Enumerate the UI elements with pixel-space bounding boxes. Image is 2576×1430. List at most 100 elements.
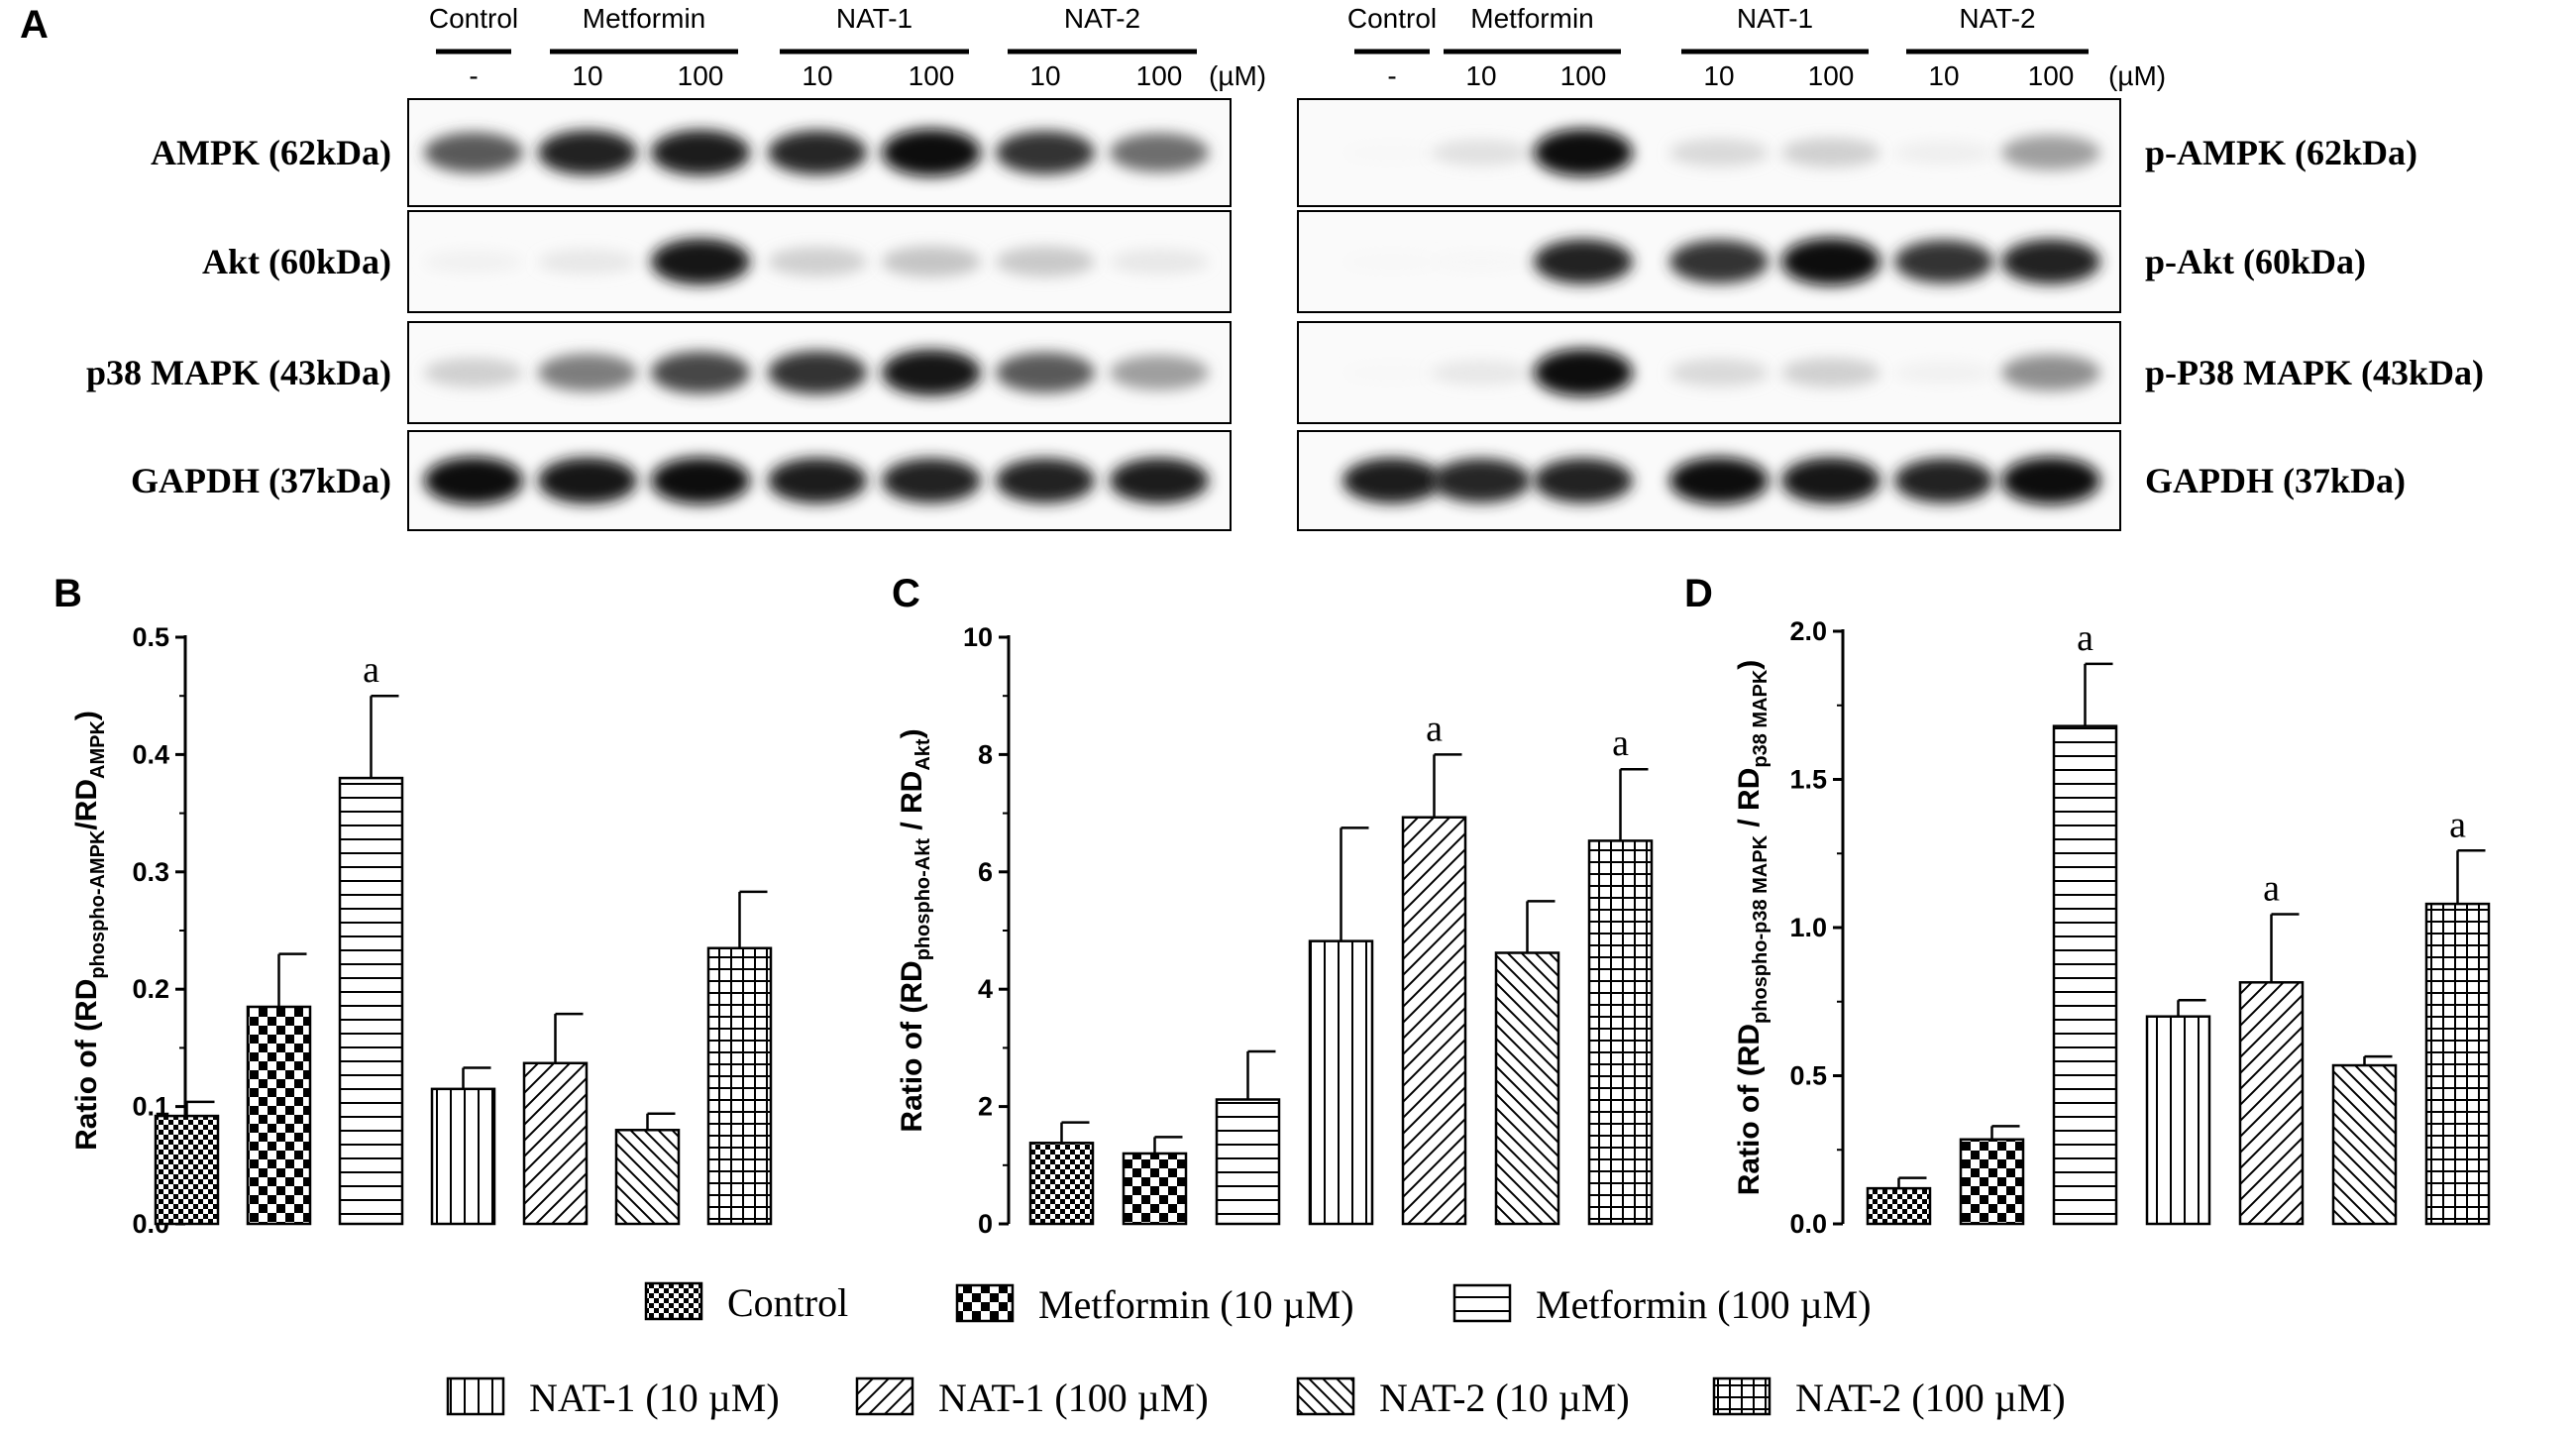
legend-label: Metformin (10 µM) xyxy=(1038,1282,1354,1327)
blot-band xyxy=(1110,133,1209,172)
blot-band xyxy=(882,349,981,396)
y-tick-label: 0.4 xyxy=(132,739,169,769)
blot-band xyxy=(996,246,1095,277)
blot-band xyxy=(2001,354,2100,391)
western-blot-left: Control Metformin NAT-1 NAT-2 - 10 100 10 100 10 1… xyxy=(86,3,1266,531)
blot-band xyxy=(1781,358,1880,387)
panel-letter-c: C xyxy=(892,572,920,615)
bar xyxy=(430,1087,496,1226)
blot-band xyxy=(1781,138,1880,167)
y-axis-label-part: Ratio of (RD xyxy=(896,960,928,1132)
blot-band xyxy=(2001,239,2100,284)
lane-concentration: 100 xyxy=(1560,60,1607,91)
blot-band xyxy=(1781,238,1880,285)
bar-chart-p38: 0.0 0.5 1.0 1.5 2.0 Ratio of (RDphospho-p38 M… xyxy=(1733,616,2491,1239)
y-axis-label-part: Ratio of (RD xyxy=(1733,1024,1766,1195)
blot-band xyxy=(882,246,981,277)
blot-band xyxy=(1534,239,1633,284)
blot-band xyxy=(768,351,867,394)
blot-band xyxy=(651,457,750,504)
blot-band xyxy=(1669,240,1769,283)
blot-band xyxy=(996,352,1095,393)
lane-concentration: 100 xyxy=(1808,60,1855,91)
y-axis-label-part: /RD xyxy=(70,779,103,830)
y-tick-label: 1.5 xyxy=(1789,765,1827,795)
lane-group-label: NAT-1 xyxy=(836,3,912,34)
blot-band xyxy=(538,130,637,175)
panel-letter-b: B xyxy=(54,572,82,615)
y-axis-label-part: ) xyxy=(896,728,928,738)
y-tick-label: 0.0 xyxy=(1789,1209,1827,1239)
lane-group-label: NAT-2 xyxy=(1959,3,2035,34)
y-tick-label: 1.0 xyxy=(1789,913,1827,942)
y-axis-label: Ratio of (RDphospho-p38 MAPK / RDp38 MAP… xyxy=(1733,660,1771,1196)
blot-band xyxy=(1342,251,1442,273)
significance-marker: a xyxy=(2263,868,2280,910)
significance-marker: a xyxy=(1612,722,1629,764)
blot-band xyxy=(651,130,750,175)
bar xyxy=(1122,1152,1188,1226)
lane-group-label: NAT-1 xyxy=(1737,3,1813,34)
bar xyxy=(1308,939,1374,1226)
y-axis-label-subscript: phospho-p38 MAPK xyxy=(1750,834,1771,1024)
panel-letter-d: D xyxy=(1684,572,1713,615)
blot-band xyxy=(1894,458,1993,503)
legend-label: NAT-1 (100 µM) xyxy=(938,1375,1209,1420)
legend-swatch xyxy=(955,1283,1015,1323)
y-tick-label: 8 xyxy=(978,739,993,769)
legend: Control Metformin (10 µM) Metformin (100 µ… xyxy=(446,1280,2066,1420)
significance-marker: a xyxy=(1426,708,1443,749)
blot-row-label: GAPDH (37kDa) xyxy=(131,461,391,500)
y-axis-label-part: Ratio of (RD xyxy=(70,979,103,1151)
blot-band xyxy=(651,238,750,285)
concentration-unit: (µM) xyxy=(2108,60,2166,91)
y-tick-label: 0.2 xyxy=(132,974,169,1004)
lane-group-label: Control xyxy=(1347,3,1437,34)
lane-concentration: 100 xyxy=(909,60,955,91)
y-tick-label: 0.5 xyxy=(132,622,169,652)
bar xyxy=(246,1005,312,1226)
blot-band xyxy=(1669,138,1769,167)
lane-concentration: 100 xyxy=(678,60,724,91)
lane-group-label: Control xyxy=(429,3,518,34)
bar xyxy=(2424,902,2491,1226)
y-tick-label: 0.5 xyxy=(1789,1061,1827,1091)
blot-band xyxy=(996,131,1095,174)
blot-band xyxy=(996,458,1095,503)
panel-letter-a: A xyxy=(20,3,49,47)
significance-marker: a xyxy=(2449,804,2466,845)
blot-row-label: p-Akt (60kDa) xyxy=(2145,242,2366,281)
blot-band xyxy=(1894,361,1993,385)
blot-row-label: Akt (60kDa) xyxy=(202,242,391,281)
blot-band xyxy=(2001,135,2100,170)
y-axis-label-part: / RD xyxy=(896,771,928,838)
blot-band xyxy=(1534,349,1633,396)
blot-band xyxy=(1432,139,1531,166)
significance-marker: a xyxy=(2077,617,2093,659)
bar xyxy=(1028,1142,1095,1226)
legend-swatch xyxy=(1296,1376,1355,1416)
bar xyxy=(1587,839,1654,1226)
bar xyxy=(1494,951,1560,1226)
blot-band xyxy=(424,358,523,387)
lane-concentration: 100 xyxy=(2028,60,2075,91)
blot-band xyxy=(768,458,867,503)
lane-concentration: - xyxy=(469,60,478,91)
blot-band xyxy=(1432,458,1531,503)
blot-band xyxy=(1432,360,1531,385)
y-axis-label: Ratio of (RDphospho-Akt / RDAkt) xyxy=(896,728,934,1132)
bar xyxy=(1959,1138,2025,1226)
legend-label: NAT-2 (100 µM) xyxy=(1795,1375,2066,1420)
lane-concentration: 10 xyxy=(572,60,602,91)
blot-band xyxy=(1534,458,1633,503)
blot-band xyxy=(424,250,523,274)
lane-group-label: NAT-2 xyxy=(1064,3,1140,34)
blot-band xyxy=(1342,142,1442,164)
y-axis-label-subscript: phospho-Akt xyxy=(912,838,934,961)
blot-row-label: p-AMPK (62kDa) xyxy=(2145,133,2417,172)
y-tick-label: 0 xyxy=(978,1209,993,1239)
bar xyxy=(1866,1186,1932,1226)
blot-row-label: GAPDH (37kDa) xyxy=(2145,461,2406,500)
